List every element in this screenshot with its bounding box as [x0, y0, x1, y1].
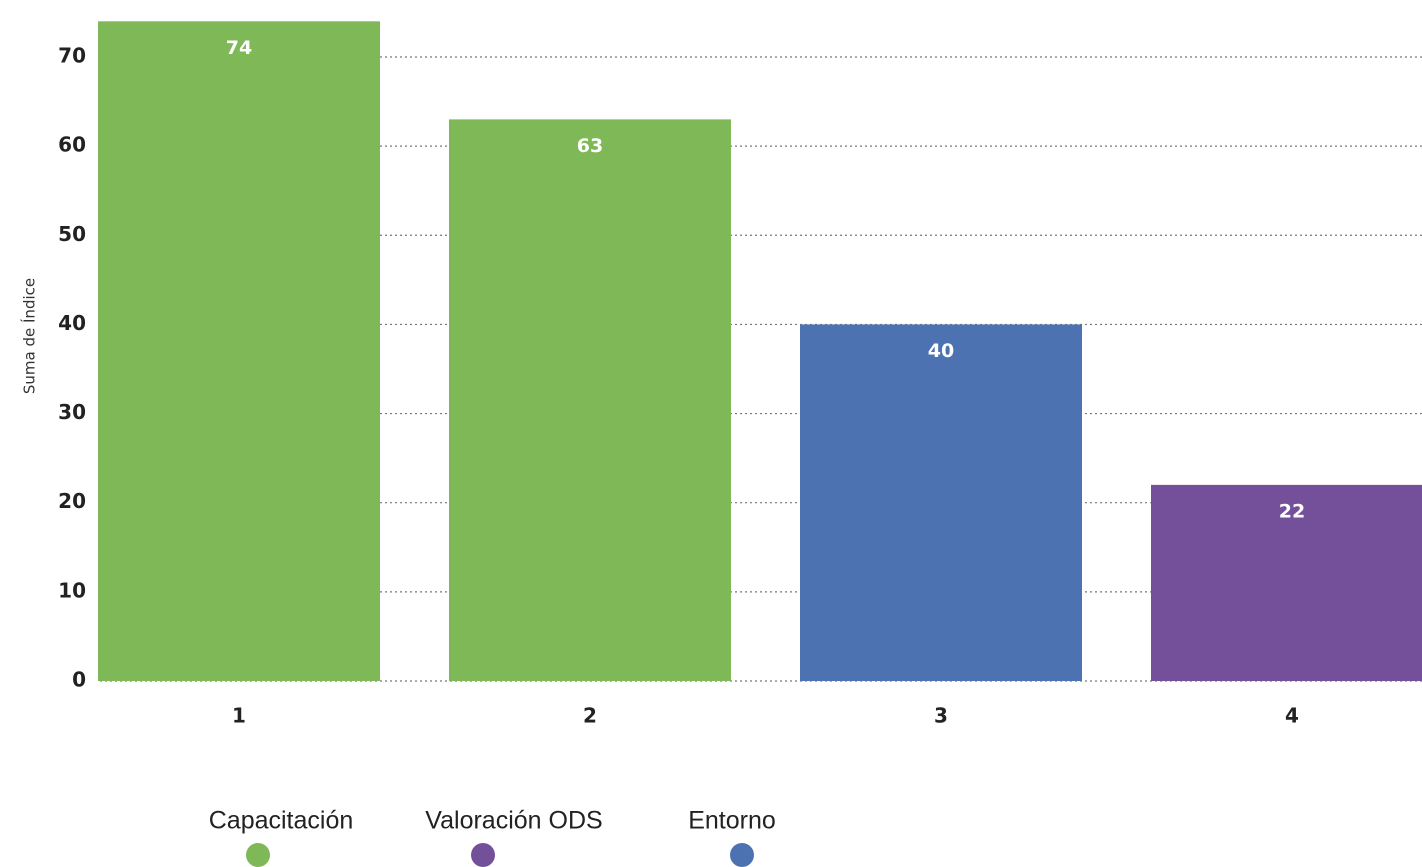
legend-label: Valoración ODS	[425, 807, 602, 835]
legend-label: Capacitación	[209, 807, 354, 835]
bar	[449, 119, 731, 682]
y-tick-label: 70	[58, 43, 86, 67]
legend-swatch	[246, 843, 270, 867]
y-tick-label: 60	[58, 133, 86, 157]
x-tick-label: 4	[1285, 704, 1299, 728]
y-tick-label: 30	[58, 400, 86, 424]
value-label: 40	[928, 340, 954, 362]
bar	[98, 21, 380, 681]
y-tick-label: 40	[58, 311, 86, 335]
y-axis-title: Suma de Índice	[20, 278, 39, 394]
value-label: 22	[1279, 500, 1305, 522]
bar	[1151, 484, 1422, 681]
x-tick-label: 2	[583, 704, 597, 728]
y-tick-label: 50	[58, 222, 86, 246]
x-tick-label: 1	[232, 704, 246, 728]
value-label: 63	[577, 135, 603, 157]
y-tick-label: 0	[72, 668, 86, 692]
x-tick-label: 3	[934, 704, 948, 728]
legend-swatch	[730, 843, 754, 867]
bar	[800, 324, 1082, 681]
y-tick-label: 10	[58, 578, 86, 602]
legend-swatch	[471, 843, 495, 867]
legend-label: Entorno	[688, 807, 776, 835]
value-label: 74	[226, 37, 252, 59]
y-tick-label: 20	[58, 489, 86, 513]
